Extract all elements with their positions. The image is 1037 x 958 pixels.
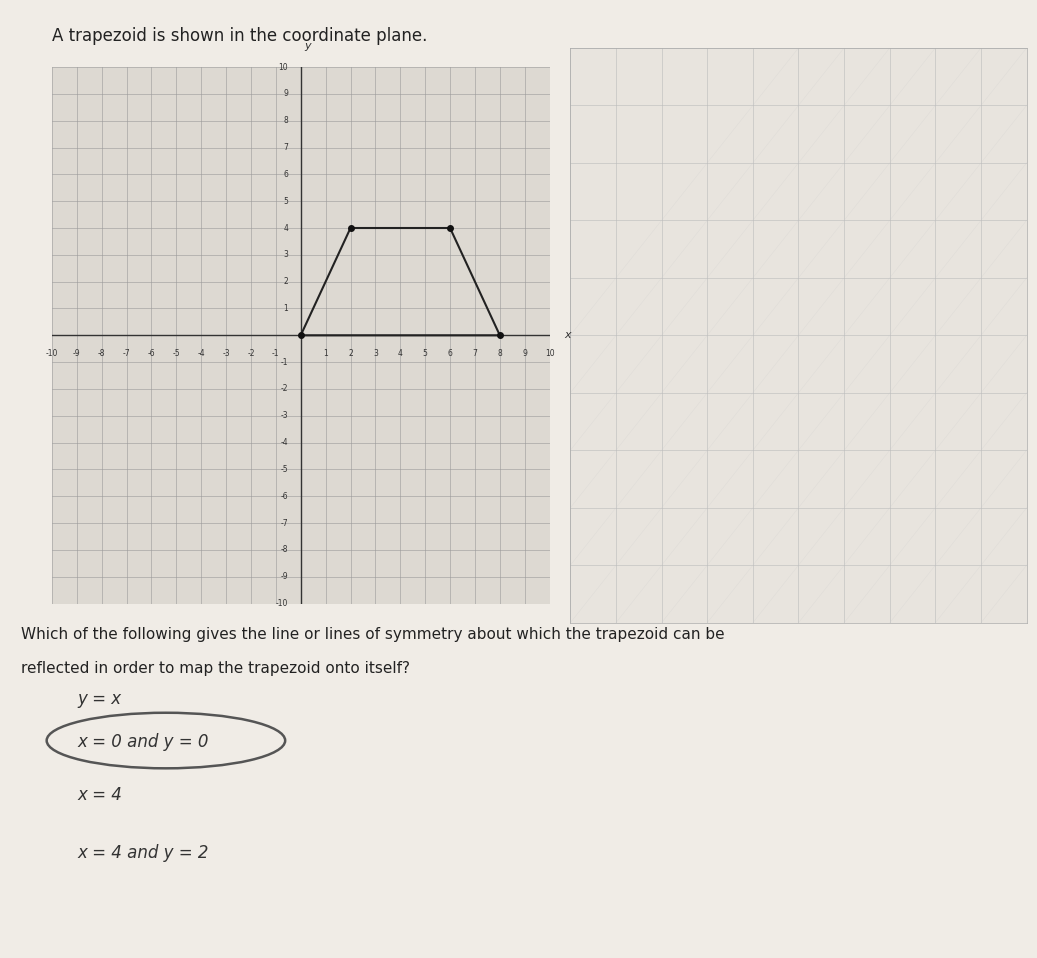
Text: -7: -7 [281, 518, 288, 528]
Text: 6: 6 [283, 170, 288, 179]
Text: -1: -1 [272, 349, 280, 357]
Text: -7: -7 [122, 349, 131, 357]
Text: 10: 10 [544, 349, 555, 357]
Text: 10: 10 [279, 62, 288, 72]
Text: x = 4 and y = 2: x = 4 and y = 2 [78, 844, 209, 861]
Text: -6: -6 [147, 349, 156, 357]
Text: reflected in order to map the trapezoid onto itself?: reflected in order to map the trapezoid … [21, 661, 410, 676]
Text: -2: -2 [247, 349, 255, 357]
Text: -4: -4 [281, 438, 288, 447]
Text: 2: 2 [283, 277, 288, 286]
Text: -5: -5 [172, 349, 180, 357]
Text: 7: 7 [473, 349, 477, 357]
Text: -10: -10 [46, 349, 58, 357]
Text: -6: -6 [281, 491, 288, 501]
Text: -9: -9 [73, 349, 81, 357]
Text: 5: 5 [423, 349, 427, 357]
Text: 7: 7 [283, 143, 288, 152]
Text: x = 4: x = 4 [78, 787, 122, 804]
Text: 8: 8 [283, 116, 288, 125]
Text: 3: 3 [283, 250, 288, 260]
Text: x: x [564, 331, 571, 340]
Text: 8: 8 [498, 349, 502, 357]
Text: -4: -4 [197, 349, 205, 357]
Text: -3: -3 [222, 349, 230, 357]
Text: -8: -8 [281, 545, 288, 555]
Text: 6: 6 [448, 349, 452, 357]
Text: -8: -8 [97, 349, 106, 357]
Text: A trapezoid is shown in the coordinate plane.: A trapezoid is shown in the coordinate p… [52, 27, 427, 45]
Text: y = x: y = x [78, 691, 122, 708]
Text: Which of the following gives the line or lines of symmetry about which the trape: Which of the following gives the line or… [21, 627, 725, 643]
Text: -3: -3 [281, 411, 288, 421]
Text: 4: 4 [283, 223, 288, 233]
Text: 9: 9 [283, 89, 288, 99]
Text: -10: -10 [276, 599, 288, 608]
Text: 1: 1 [283, 304, 288, 313]
Text: y: y [305, 41, 311, 51]
Text: 4: 4 [398, 349, 402, 357]
Text: 1: 1 [324, 349, 328, 357]
Text: 2: 2 [348, 349, 353, 357]
Text: -5: -5 [281, 465, 288, 474]
Text: 3: 3 [373, 349, 377, 357]
Text: -2: -2 [281, 384, 288, 394]
Text: 5: 5 [283, 196, 288, 206]
Text: -1: -1 [281, 357, 288, 367]
Text: 9: 9 [523, 349, 527, 357]
Text: x = 0 and y = 0: x = 0 and y = 0 [78, 734, 209, 751]
Text: -9: -9 [281, 572, 288, 582]
